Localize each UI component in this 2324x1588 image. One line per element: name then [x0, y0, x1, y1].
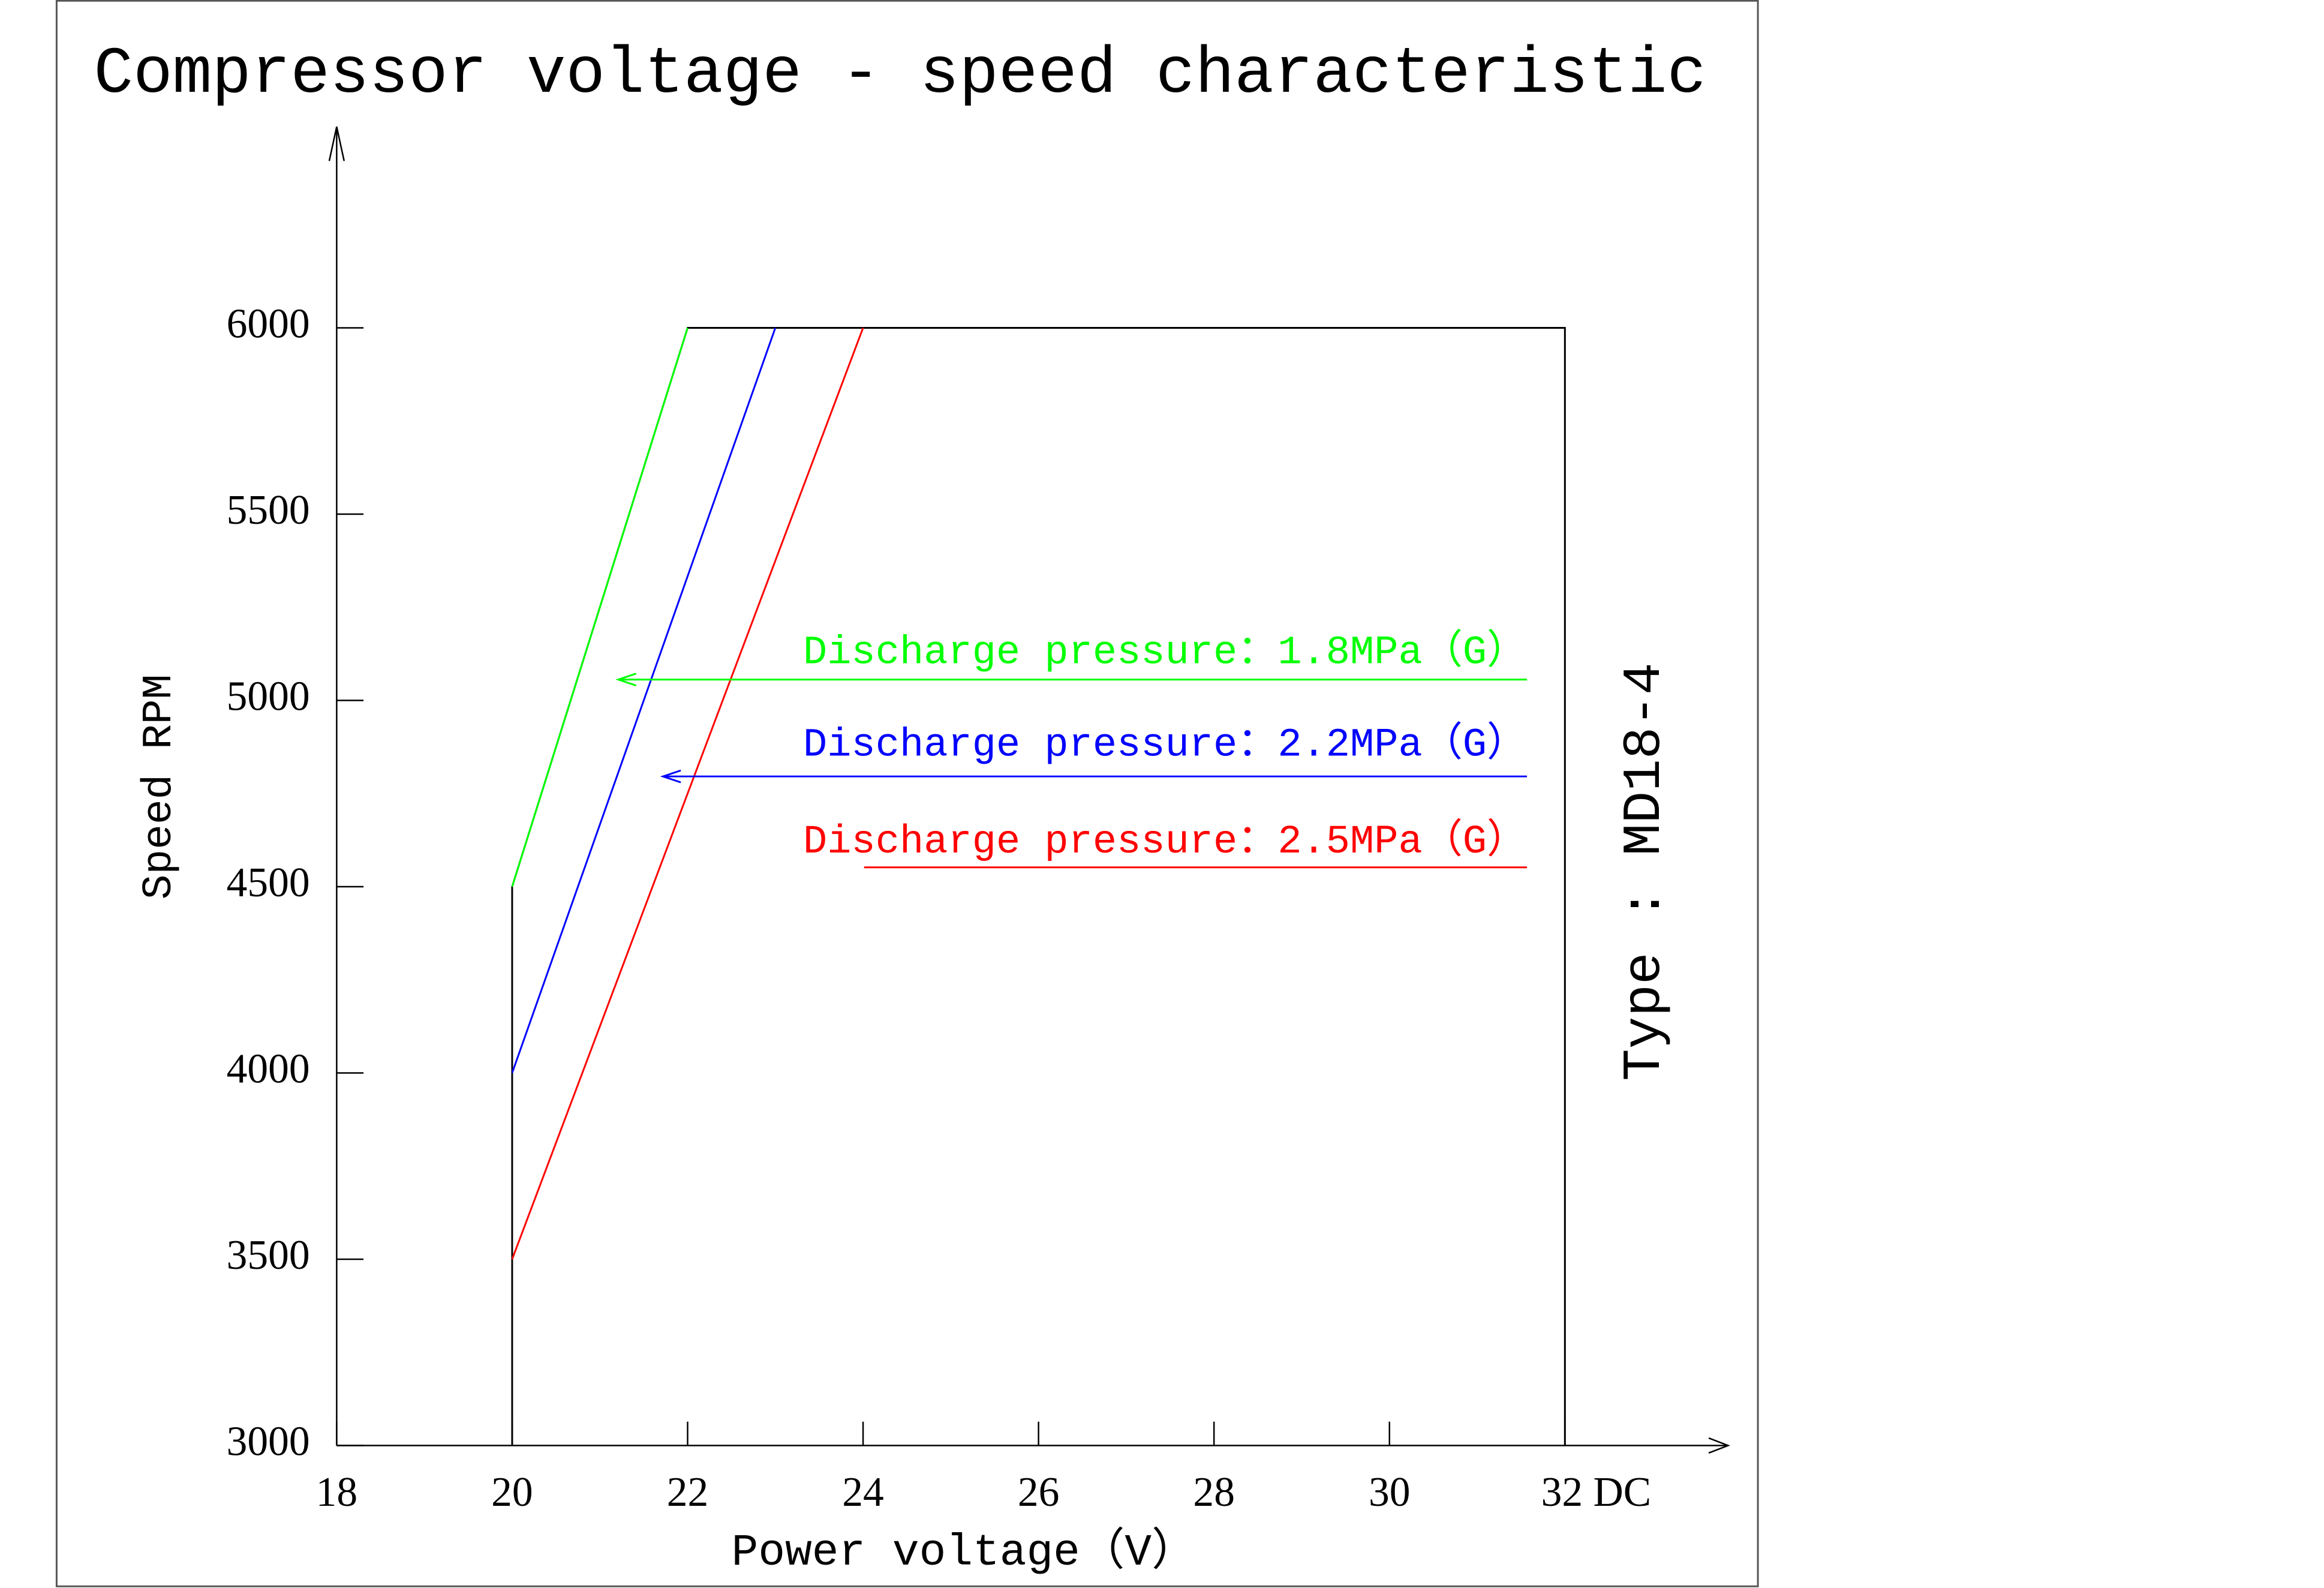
- envelope-line: [511, 327, 1566, 1446]
- series-line: [511, 328, 777, 1073]
- frame: [55, 0, 1759, 1587]
- x-axis-label: Power voltage（V）: [732, 1526, 1196, 1578]
- y-tick-label: 4500: [227, 860, 310, 906]
- x-tick-label: 30: [1369, 1469, 1411, 1515]
- x-tick-label: 26: [1018, 1469, 1060, 1515]
- y-tick-label: 5000: [227, 673, 310, 719]
- series-line: [511, 327, 864, 1260]
- chart-title: Compressor voltage - speed characteristi…: [94, 37, 1706, 112]
- legend-arrow: [660, 769, 681, 784]
- series-line: [511, 328, 689, 887]
- legend-label: Discharge pressure：1.8MPa（G）: [803, 629, 1527, 676]
- x-tick-label: 24: [842, 1469, 884, 1515]
- axes: [328, 126, 1730, 1454]
- x-axis-arrow: [1708, 1437, 1730, 1454]
- y-tick-label: 3000: [227, 1418, 310, 1464]
- y-tick-label: 5500: [227, 487, 310, 533]
- x-tick-label: 28: [1193, 1469, 1235, 1515]
- y-tick-label: 3500: [227, 1232, 310, 1278]
- x-tick-label: 20: [491, 1469, 533, 1515]
- y-axis-arrow: [328, 126, 345, 161]
- y-axis-label: Speed RPM: [136, 674, 183, 900]
- y-tick-label: 6000: [227, 301, 310, 347]
- legend-arrow: [615, 673, 637, 687]
- legend-label: Discharge pressure：2.2MPa（G）: [803, 722, 1527, 769]
- y-tick-label: 4000: [227, 1046, 310, 1092]
- x-tick-label: 22: [667, 1469, 709, 1515]
- x-tick-label: 18: [316, 1469, 358, 1515]
- legend-label: Discharge pressure：2.5MPa（G）: [803, 818, 1527, 865]
- x-tick-label: 32 DC: [1541, 1469, 1652, 1515]
- type-label: Type : MD18-4: [1615, 662, 1675, 1080]
